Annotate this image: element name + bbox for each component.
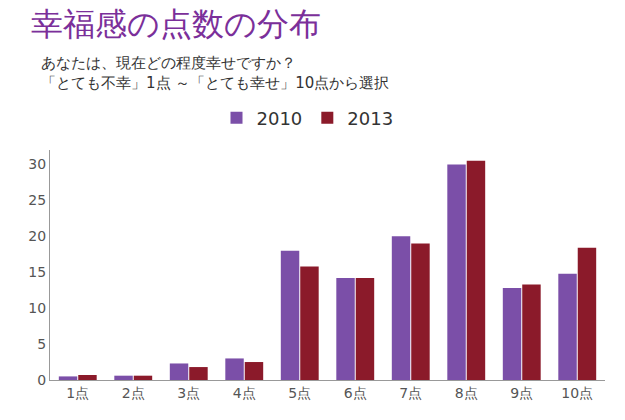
svg-text:あなたは、現在どの程度幸せですか？「とても不幸」1点 ～「と: あなたは、現在どの程度幸せですか？「とても不幸」1点 ～「とても幸せ」10点から…: [41, 54, 389, 92]
svg-text:3点: 3点: [177, 385, 200, 401]
svg-text:4点: 4点: [233, 385, 256, 401]
svg-text:0: 0: [37, 372, 46, 388]
svg-text:15: 15: [28, 264, 46, 280]
svg-text:2点: 2点: [122, 385, 145, 401]
svg-text:10: 10: [28, 300, 46, 316]
svg-text:5: 5: [37, 336, 46, 352]
svg-text:25: 25: [28, 192, 46, 208]
svg-text:30: 30: [28, 156, 46, 172]
svg-text:幸福感の点数の分布: 幸福感の点数の分布: [31, 5, 321, 43]
svg-text:10点: 10点: [561, 385, 593, 401]
svg-text:1点: 1点: [66, 385, 89, 401]
svg-text:2010: 2010: [257, 108, 303, 129]
svg-text:20: 20: [28, 228, 46, 244]
svg-text:5点: 5点: [288, 385, 311, 401]
svg-text:9点: 9点: [510, 385, 533, 401]
svg-text:7点: 7点: [399, 385, 422, 401]
svg-text:6点: 6点: [344, 385, 367, 401]
svg-text:8点: 8点: [455, 385, 478, 401]
svg-text:2013: 2013: [347, 108, 393, 129]
